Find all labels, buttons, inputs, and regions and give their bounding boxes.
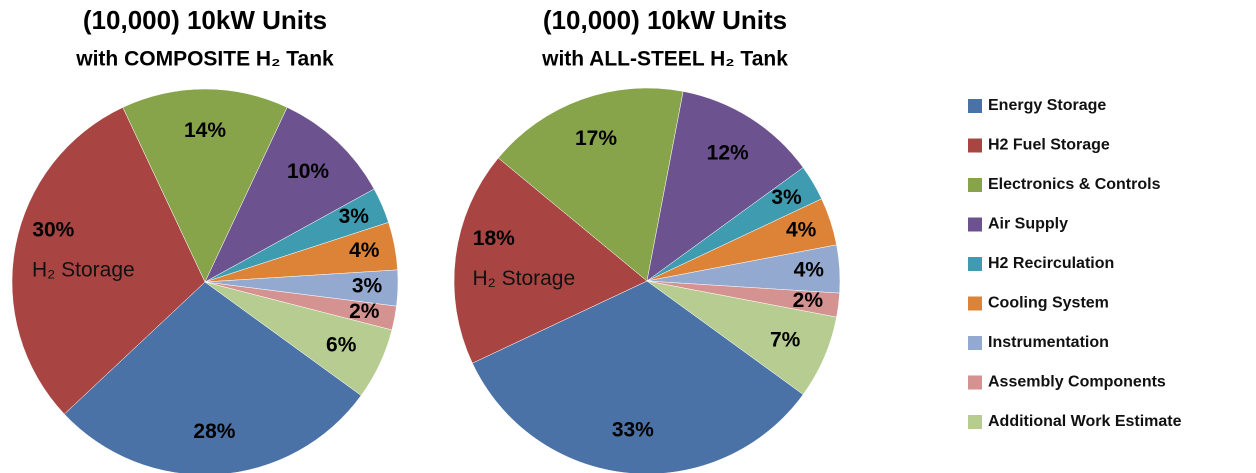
pie-slice — [646, 91, 804, 282]
chart-subtitle: with ALL-STEEL H₂ Tank — [541, 48, 788, 71]
data-label: 17% — [575, 127, 617, 150]
chart-subtitle: with COMPOSITE H₂ Tank — [75, 48, 334, 71]
legend-swatch — [968, 296, 982, 311]
pie-slice — [204, 107, 375, 283]
data-label: 28% — [193, 420, 235, 443]
pie-slice — [63, 281, 362, 473]
data-label: 7% — [770, 328, 801, 351]
chart-title: (10,000) 10kW Units — [543, 5, 787, 35]
data-label: 2% — [349, 300, 380, 323]
data-label: 2% — [793, 289, 824, 312]
data-label: 33% — [612, 418, 654, 441]
legend-label: Electronics & Controls — [988, 176, 1161, 193]
legend-label: Instrumentation — [988, 334, 1109, 351]
pie-slice — [472, 280, 804, 473]
data-label: 6% — [326, 334, 357, 357]
annotation: H₂ Storage — [32, 259, 135, 282]
legend-swatch — [968, 415, 982, 429]
annotation: H₂ Storage — [472, 267, 575, 290]
pie-slice — [497, 87, 684, 282]
legend-swatch — [968, 99, 982, 113]
legend-label: Additional Work Estimate — [988, 413, 1182, 430]
data-label: 4% — [349, 239, 380, 262]
data-label: 4% — [786, 218, 817, 241]
legend-swatch — [968, 375, 982, 390]
legend-label: H2 Recirculation — [988, 255, 1114, 272]
data-label: 4% — [794, 258, 825, 281]
data-label: 3% — [771, 186, 802, 209]
data-label: 3% — [339, 205, 370, 228]
pie-slice — [11, 107, 206, 415]
pie-slice — [204, 281, 393, 396]
data-label: 3% — [352, 275, 383, 298]
legend-label: Cooling System — [988, 295, 1109, 312]
legend-swatch — [968, 138, 982, 153]
data-label: 14% — [184, 119, 226, 142]
chart-title: (10,000) 10kW Units — [83, 5, 327, 35]
pie-slice — [453, 157, 648, 364]
pie-slice — [122, 88, 288, 283]
legend-label: Assembly Components — [988, 374, 1166, 391]
legend-swatch — [968, 217, 982, 232]
pie-slice — [646, 280, 837, 395]
legend-swatch — [968, 178, 982, 192]
legend-label: Energy Storage — [988, 97, 1106, 114]
legend-swatch — [968, 257, 982, 271]
legend-swatch — [968, 336, 982, 350]
data-label: 12% — [707, 141, 749, 164]
data-label: 30% — [32, 219, 74, 242]
legend-label: Air Supply — [988, 216, 1068, 233]
data-label: 18% — [473, 227, 515, 250]
data-label: 10% — [287, 160, 329, 183]
legend-label: H2 Fuel Storage — [988, 137, 1110, 154]
